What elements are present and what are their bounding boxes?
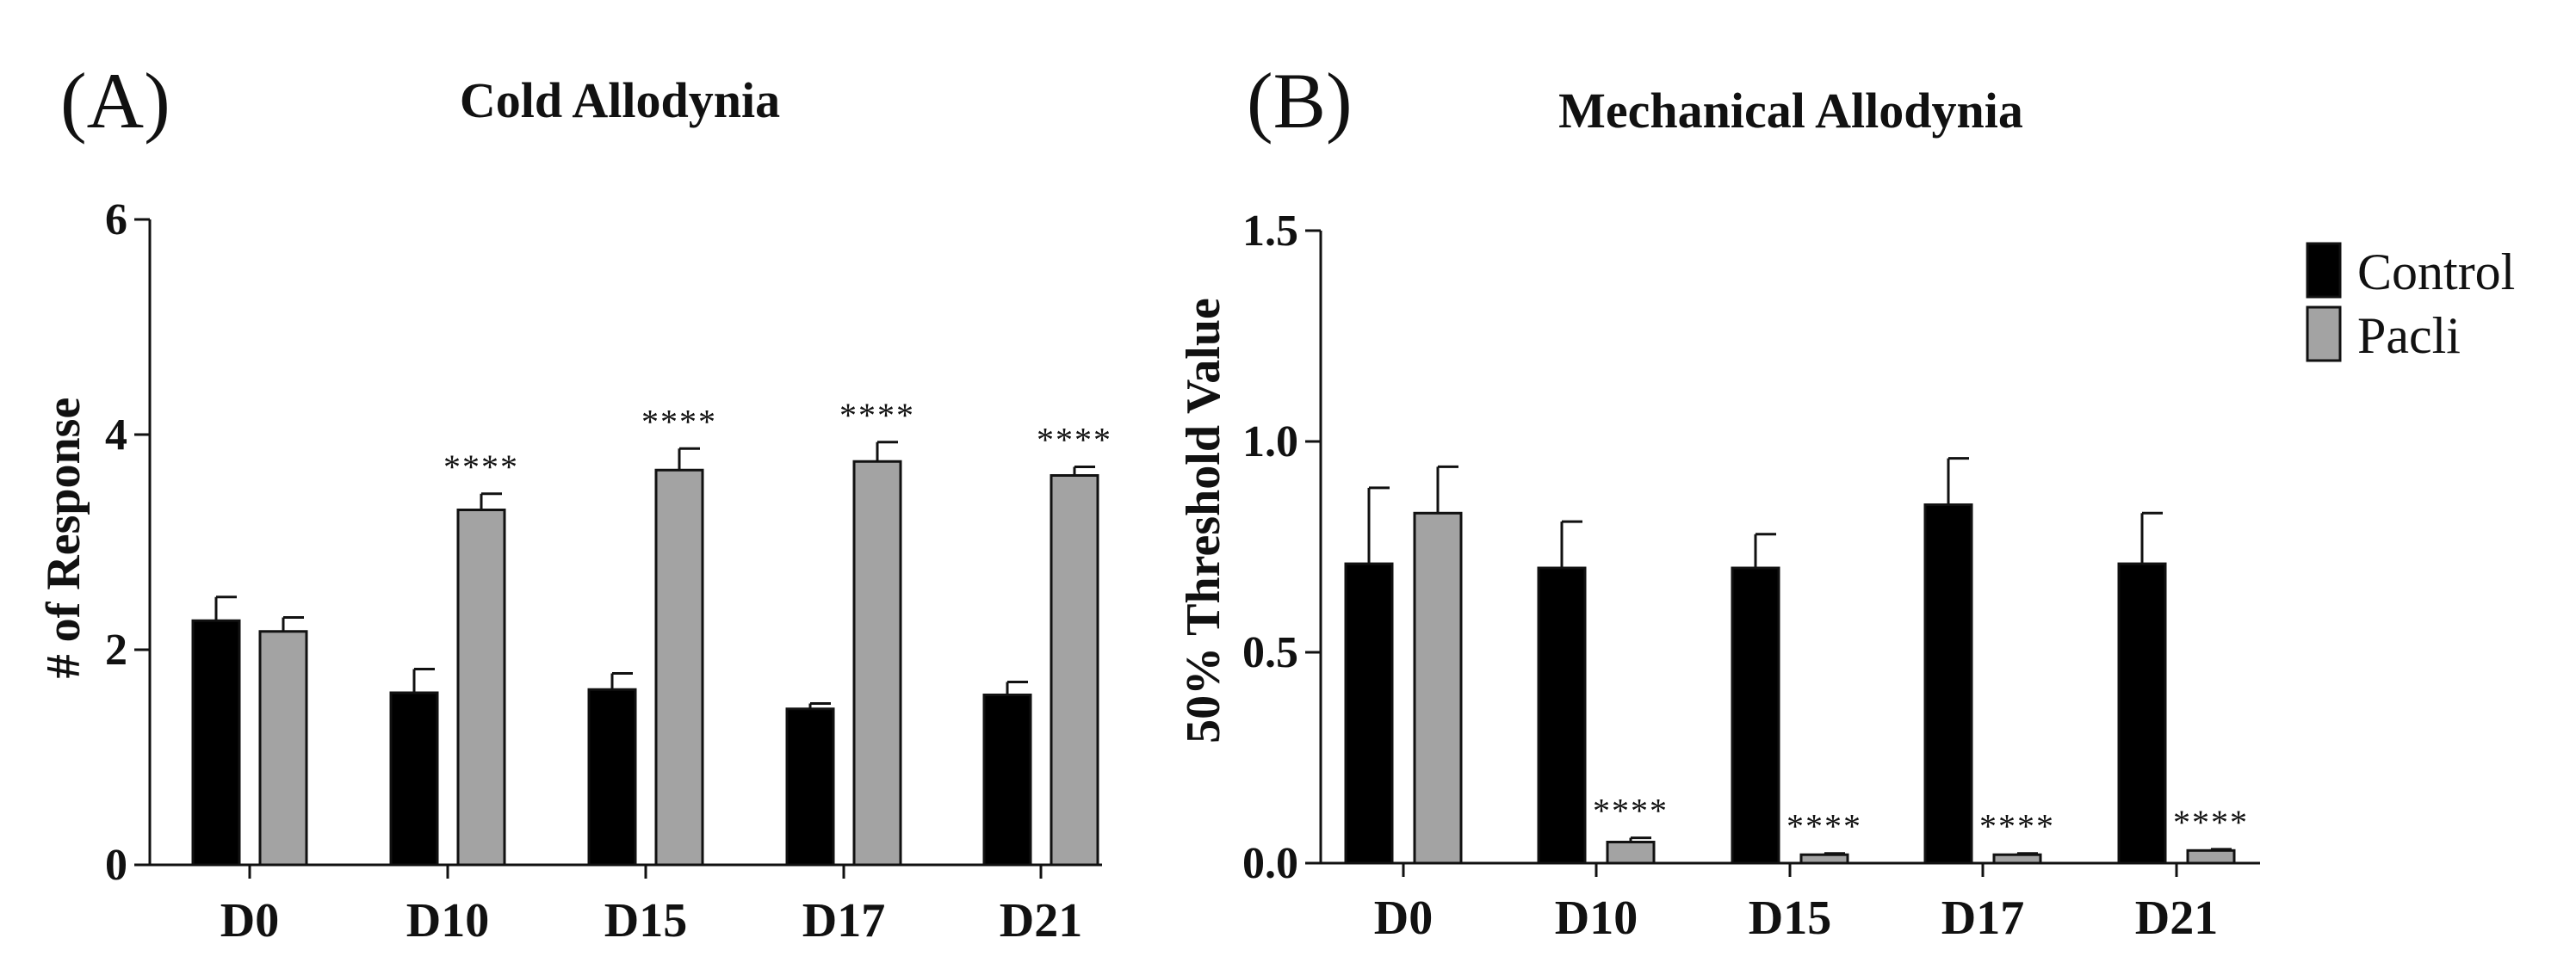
panel-a-xtick-label-d0: D0 — [220, 894, 279, 947]
panel-a-ytick-label: 6 — [105, 195, 127, 244]
panel-a-ytick-label: 2 — [105, 626, 127, 675]
panel-a-ylabel: # of Response — [37, 398, 90, 679]
panel-b-xtick-label-d15: D15 — [1749, 892, 1831, 945]
legend-swatch-control — [2306, 242, 2342, 299]
panel-b-significance-d10: **** — [1593, 792, 1669, 830]
panel-b-significance-d21: **** — [2173, 803, 2249, 842]
panel-a-bar-control-d17 — [785, 707, 835, 867]
panel-b-ytick-label: 0.5 — [1242, 628, 1298, 677]
panel-a-xtick-label-d10: D10 — [406, 894, 489, 947]
panel-b-significance-d15: **** — [1786, 807, 1862, 846]
panel-b-significance-d17: **** — [1979, 807, 2055, 846]
panel-a-bar-control-d10 — [389, 691, 439, 867]
legend-label-pacli: Pacli — [2357, 307, 2461, 364]
panel-b-ytick-label: 1.0 — [1242, 417, 1298, 466]
panel-a-xtick-label-d15: D15 — [604, 894, 687, 947]
panel-b-bar-control-d21 — [2117, 562, 2167, 865]
legend-swatch-pacli — [2306, 305, 2342, 362]
panel-a-ytick-label: 4 — [105, 410, 127, 460]
panel-b-bar-control-d0 — [1344, 562, 1394, 865]
panel-a-bars: D0 **** D10 **** D15 **** D17 **** D21 — [191, 396, 1112, 947]
panel-a-xtick-label-d21: D21 — [1000, 894, 1082, 947]
legend-label-control: Control — [2357, 244, 2515, 300]
panel-b-bar-pacli-d0 — [1413, 511, 1463, 865]
panel-a-bar-pacli-d17 — [852, 460, 902, 867]
panel-b-xtick-label-d10: D10 — [1555, 892, 1638, 945]
panel-b-bar-control-d15 — [1731, 566, 1780, 865]
panel-b-xtick-label-d0: D0 — [1374, 892, 1433, 945]
panel-b-bar-pacli-d15 — [1799, 853, 1849, 865]
panel-b-xtick-label-d17: D17 — [1941, 892, 2024, 945]
panel-b-ytick-label: 0.0 — [1242, 839, 1298, 888]
panel-b-bar-pacli-d21 — [2186, 848, 2236, 865]
panel-a-yticks: 0 2 4 6 — [105, 195, 150, 890]
panel-a-bar-pacli-d10 — [456, 509, 506, 867]
panel-b-xtick-label-d21: D21 — [2135, 892, 2218, 945]
panel-a-significance-d10: **** — [443, 447, 519, 486]
panel-a-xtick-label-d17: D17 — [802, 894, 885, 947]
panel-a-bar-control-d0 — [191, 619, 241, 867]
panel-a-significance-d21: **** — [1037, 421, 1112, 460]
panel-a-bar-control-d21 — [982, 694, 1032, 867]
panel-a-ytick-label: 0 — [105, 841, 127, 890]
panel-a-bar-control-d15 — [587, 688, 637, 867]
panel-a-bar-pacli-d0 — [258, 630, 308, 867]
panel-b-bar-pacli-d17 — [1992, 853, 2042, 865]
panel-a-title: Cold Allodynia — [460, 72, 780, 128]
panel-a-bar-pacli-d15 — [654, 468, 704, 867]
panel-b-ylabel: 50% Threshold Value — [1177, 298, 1230, 744]
panel-b-ytick-label: 1.5 — [1242, 207, 1298, 256]
panel-b-tag: (B) — [1247, 57, 1353, 145]
panel-a-bar-pacli-d21 — [1050, 474, 1099, 867]
panel-b-yticks: 0.0 0.5 1.0 1.5 — [1242, 207, 1321, 888]
panel-b-bars: D0 **** D10 **** D15 **** D17 **** D21 — [1344, 457, 2249, 945]
panel-b-title: Mechanical Allodynia — [1558, 83, 2023, 139]
legend: Control Pacli — [2306, 242, 2515, 364]
panel-a-significance-d17: **** — [839, 396, 915, 435]
panel-a-significance-d15: **** — [641, 402, 717, 441]
panel-a-tag: (A) — [60, 57, 170, 145]
panel-b-bar-control-d10 — [1537, 566, 1587, 865]
panel-b-bar-pacli-d10 — [1606, 841, 1656, 865]
panel-b-bar-control-d17 — [1923, 503, 1973, 865]
